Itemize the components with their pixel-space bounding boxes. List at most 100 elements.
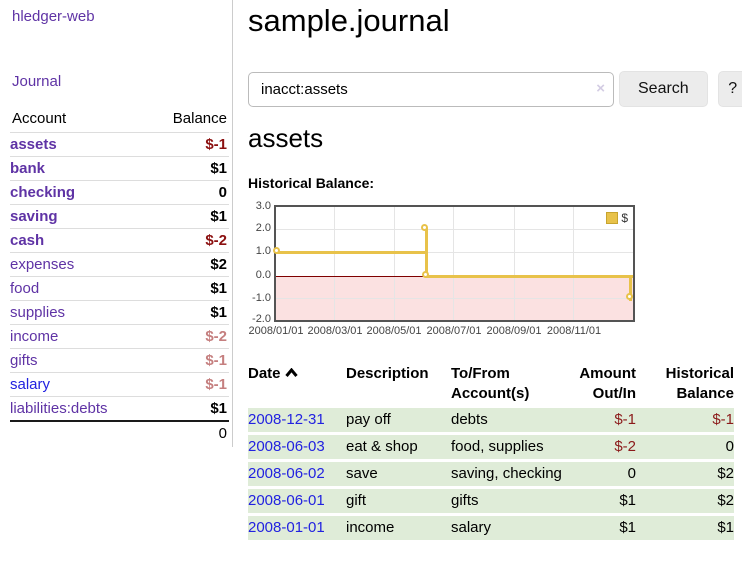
account-balance: $1 [147, 396, 229, 422]
account-heading: assets [248, 123, 324, 153]
accounts-total-value: 0 [147, 420, 229, 445]
legend-label: $ [621, 211, 628, 225]
account-row: assets $-1 [10, 132, 229, 157]
account-balance: 0 [147, 180, 229, 205]
account-link-expenses[interactable]: expenses [10, 256, 75, 273]
account-balance: $-1 [147, 348, 229, 373]
account-link-liabilities-debts[interactable]: liabilities:debts [10, 400, 108, 417]
transaction-accounts: saving, checking [451, 465, 562, 482]
data-point [422, 271, 429, 278]
account-link-supplies[interactable]: supplies [10, 304, 66, 321]
account-row: checking 0 [10, 180, 229, 205]
search-form: × Search ? [248, 71, 742, 107]
account-link-assets[interactable]: assets [10, 136, 57, 153]
legend-swatch [606, 212, 619, 224]
register-header-balance: Historical Balance [665, 365, 734, 402]
gridline [334, 207, 335, 320]
register-row: 2008-12-31 pay off debts $-1 $-1 [248, 408, 734, 434]
register-row: 2008-06-03 eat & shop food, supplies $-2… [248, 433, 734, 461]
account-row: liabilities:debts $1 [10, 396, 229, 422]
gridline [276, 252, 633, 253]
accounts-header-account: Account [10, 107, 148, 133]
sidebar-item-journal[interactable]: Journal [12, 73, 62, 90]
account-balance: $-2 [147, 228, 229, 253]
gridline [276, 229, 633, 230]
register-table: Date Description To/From Account(s) Amou… [248, 364, 734, 543]
gridline [573, 207, 574, 320]
register-row: 2008-06-02 save saving, checking 0 $2 [248, 460, 734, 488]
sidebar-panel: hledger-web Journal Account Balance asse… [0, 0, 233, 447]
transaction-description: save [346, 465, 378, 482]
transaction-amount: $1 [619, 519, 636, 536]
account-row: food $1 [10, 276, 229, 301]
transaction-balance: 0 [725, 438, 734, 455]
x-tick-label: 2008/09/01 [486, 325, 542, 337]
register-header-description: Description [346, 365, 429, 382]
account-link-checking[interactable]: checking [10, 184, 76, 201]
y-tick-label: -2.0 [252, 313, 271, 325]
account-row: saving $1 [10, 204, 229, 229]
register-row: 2008-01-01 income salary $1 $1 [248, 514, 734, 542]
transaction-accounts: debts [451, 411, 488, 428]
account-balance: $1 [147, 156, 229, 181]
account-balance: $2 [147, 252, 229, 277]
y-tick-label: 0.0 [255, 269, 271, 281]
account-balance: $1 [147, 276, 229, 301]
account-link-salary[interactable]: salary [10, 376, 51, 393]
account-link-food[interactable]: food [10, 280, 40, 297]
app-title-link[interactable]: hledger-web [12, 8, 95, 25]
accounts-total-row: 0 [10, 420, 229, 445]
x-tick-label: 2008/07/01 [426, 325, 482, 337]
transaction-description: gift [346, 492, 367, 509]
transaction-description: pay off [346, 411, 391, 428]
transaction-date-link[interactable]: 2008-06-02 [248, 465, 325, 482]
transaction-description: income [346, 519, 395, 536]
account-row: bank $1 [10, 156, 229, 181]
series-line [629, 276, 632, 301]
account-balance: $1 [147, 300, 229, 325]
sort-ascending-icon [284, 364, 298, 384]
historical-balance-chart: 3.0 2.0 1.0 0.0 -1.0 -2.0 [248, 200, 742, 347]
account-link-cash[interactable]: cash [10, 232, 45, 249]
x-tick-label: 2008/11/01 [546, 325, 602, 337]
date-header-label: Date [248, 365, 281, 382]
account-balance: $-2 [147, 324, 229, 349]
transaction-amount: $-2 [614, 438, 636, 455]
x-tick-label: 2008/01/01 [248, 325, 304, 337]
gridline [514, 207, 515, 320]
data-point [626, 293, 633, 300]
transaction-balance: $2 [717, 465, 734, 482]
account-link-saving[interactable]: saving [10, 208, 58, 225]
transaction-date-link[interactable]: 2008-01-01 [248, 519, 325, 536]
account-link-income[interactable]: income [10, 328, 59, 345]
search-button[interactable]: Search [619, 71, 708, 107]
page-title: sample.journal [248, 3, 450, 38]
clear-search-icon[interactable]: × [596, 79, 605, 97]
help-button[interactable]: ? [717, 71, 742, 107]
account-link-gifts[interactable]: gifts [10, 352, 38, 369]
account-link-bank[interactable]: bank [10, 160, 46, 177]
transaction-accounts: food, supplies [451, 438, 544, 455]
account-balance: $1 [147, 204, 229, 229]
register-header-row: Date Description To/From Account(s) Amou… [248, 364, 734, 408]
transaction-accounts: salary [451, 519, 492, 536]
account-row: cash $-2 [10, 228, 229, 253]
transaction-date-link[interactable]: 2008-06-03 [248, 438, 325, 455]
transaction-date-link[interactable]: 2008-06-01 [248, 492, 325, 509]
register-header-amount: Amount Out/In [579, 365, 636, 402]
transaction-balance: $2 [717, 492, 734, 509]
transaction-balance: $-1 [712, 411, 734, 428]
gridline [276, 298, 633, 299]
account-row: income $-2 [10, 324, 229, 349]
chart-title: Historical Balance: [248, 175, 375, 191]
register-header-date[interactable]: Date [248, 364, 346, 408]
x-tick-label: 2008/03/01 [307, 325, 363, 337]
search-input[interactable] [248, 71, 614, 107]
transaction-date-link[interactable]: 2008-12-31 [248, 411, 325, 428]
transaction-amount: $1 [619, 492, 636, 509]
transaction-balance: $1 [717, 519, 734, 536]
series-line [425, 228, 428, 278]
x-tick-label: 2008/05/01 [366, 325, 422, 337]
data-point [273, 247, 280, 254]
